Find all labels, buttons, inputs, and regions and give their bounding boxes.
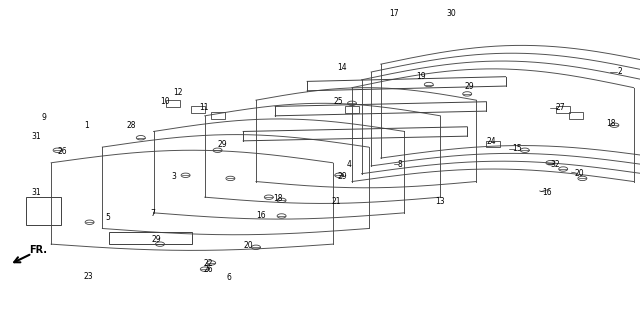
- Text: 17: 17: [388, 9, 399, 18]
- Bar: [211, 112, 225, 119]
- Bar: [569, 112, 583, 119]
- Text: 29: 29: [464, 82, 474, 91]
- Text: 9: 9: [41, 113, 46, 122]
- Text: FR.: FR.: [29, 245, 47, 255]
- Bar: [166, 100, 180, 107]
- Text: 29: 29: [218, 140, 228, 149]
- Text: 26: 26: [58, 147, 68, 156]
- Text: 22: 22: [204, 259, 212, 268]
- Text: 5: 5: [105, 213, 110, 222]
- Text: 21: 21: [332, 198, 340, 206]
- Bar: [556, 106, 570, 113]
- Text: 2: 2: [617, 68, 622, 76]
- Text: 18: 18: [607, 119, 616, 128]
- Text: 8: 8: [397, 160, 403, 169]
- Text: 1: 1: [84, 121, 89, 130]
- Text: 20: 20: [243, 241, 253, 250]
- Text: 27: 27: [555, 104, 565, 112]
- Text: 19: 19: [416, 72, 426, 81]
- Text: 7: 7: [150, 209, 155, 218]
- Text: 26: 26: [203, 265, 213, 274]
- Text: 30: 30: [446, 9, 456, 18]
- Text: 10: 10: [160, 97, 170, 106]
- Bar: [486, 141, 500, 147]
- Text: 32: 32: [550, 160, 561, 169]
- Text: 16: 16: [542, 188, 552, 197]
- Text: 31: 31: [31, 188, 41, 197]
- Bar: [191, 106, 205, 113]
- Text: 14: 14: [337, 63, 348, 72]
- Text: 23: 23: [83, 272, 93, 280]
- Text: 3: 3: [172, 172, 177, 181]
- Text: 4: 4: [346, 160, 351, 169]
- Text: 24: 24: [486, 137, 497, 146]
- Text: 13: 13: [435, 198, 445, 206]
- Text: 15: 15: [512, 144, 522, 153]
- Text: 20: 20: [574, 169, 584, 178]
- Text: 29: 29: [337, 172, 348, 181]
- Text: 12: 12: [173, 88, 182, 97]
- Text: 11: 11: [199, 104, 208, 112]
- Text: 31: 31: [31, 132, 41, 141]
- Bar: [345, 106, 359, 113]
- Text: 16: 16: [256, 212, 266, 220]
- Text: 28: 28: [127, 121, 136, 130]
- Text: 25: 25: [333, 97, 343, 106]
- Text: 18: 18: [274, 194, 283, 203]
- Text: 6: 6: [227, 273, 232, 282]
- Text: 29: 29: [152, 235, 162, 244]
